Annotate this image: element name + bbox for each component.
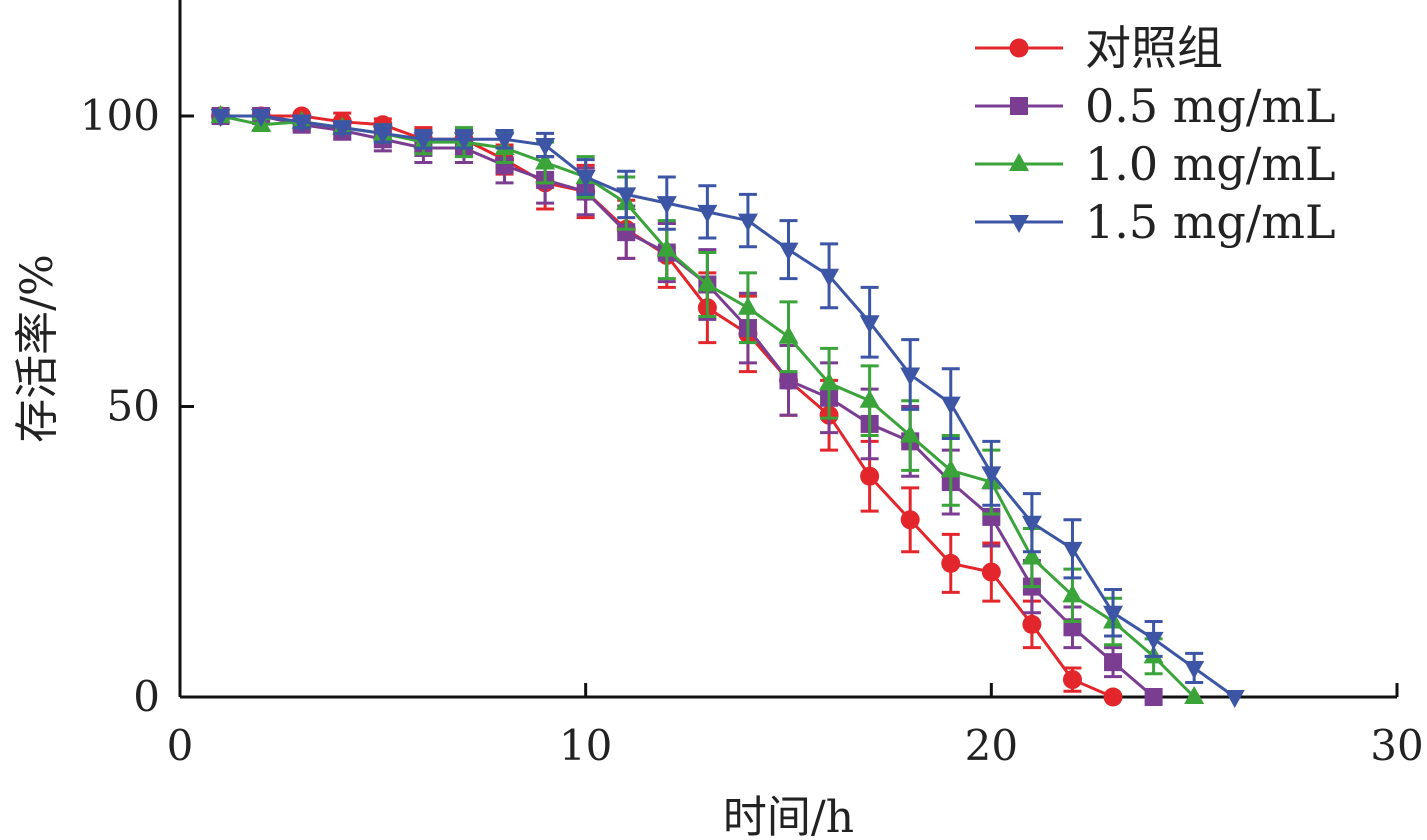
data-point — [1103, 687, 1123, 707]
data-point — [495, 156, 514, 175]
axes: 0 10 20 30 0 50 100 — [80, 0, 1424, 770]
data-point — [737, 296, 758, 315]
legend-item: 1.5 mg/mL — [975, 195, 1336, 249]
x-tick-label: 20 — [965, 721, 1018, 770]
data-point — [453, 132, 474, 151]
legend-label: 1.5 mg/mL — [1085, 195, 1336, 249]
data-point — [291, 114, 312, 133]
data-point — [860, 466, 880, 486]
data-point — [981, 466, 1002, 485]
series-line — [220, 114, 1155, 699]
y-tick-label: 50 — [107, 382, 160, 431]
data-point — [1062, 670, 1082, 690]
series-layer — [210, 105, 1245, 708]
data-point — [617, 223, 636, 242]
data-point — [372, 126, 393, 145]
data-point — [819, 268, 840, 287]
data-point — [494, 132, 515, 151]
data-point — [575, 170, 596, 189]
data-point — [1143, 631, 1164, 650]
data-point — [1144, 688, 1163, 706]
data-point — [981, 562, 1001, 582]
data-point — [1022, 614, 1042, 634]
data-point — [778, 242, 799, 261]
series-1 — [211, 107, 1163, 706]
legend-marker — [1009, 215, 1029, 233]
data-point — [535, 138, 556, 157]
data-point — [1062, 541, 1083, 560]
x-tick-label: 10 — [559, 721, 612, 770]
data-point — [778, 325, 799, 344]
data-point — [251, 109, 272, 127]
legend-item: 1.0 mg/mL — [975, 137, 1336, 191]
data-point — [940, 459, 961, 478]
y-axis-title: 存活率/% — [12, 254, 63, 443]
data-point — [1184, 660, 1205, 679]
data-point — [982, 507, 1001, 526]
y-tick-label: 0 — [133, 672, 160, 721]
data-point — [697, 204, 718, 223]
series-line — [220, 114, 1236, 699]
legend-label: 对照组 — [1085, 21, 1223, 75]
data-point — [737, 213, 758, 232]
data-point — [900, 510, 920, 530]
data-point — [859, 315, 880, 334]
data-point — [1103, 605, 1124, 624]
data-point — [332, 120, 353, 139]
data-point — [656, 196, 677, 215]
data-point — [941, 553, 961, 573]
legend-marker — [1009, 38, 1029, 58]
data-point — [697, 273, 718, 292]
data-point — [1184, 686, 1205, 704]
legend-marker — [1009, 153, 1029, 171]
data-point — [900, 424, 921, 443]
legend-label: 1.0 mg/mL — [1085, 137, 1336, 191]
data-point — [1224, 690, 1245, 708]
x-tick-label: 30 — [1370, 721, 1423, 770]
data-point — [819, 372, 840, 391]
legend-marker — [1010, 97, 1028, 115]
data-point — [656, 238, 677, 257]
y-tick-label: 100 — [80, 91, 160, 140]
x-axis-title: 时间/h — [723, 792, 854, 840]
data-point — [1021, 546, 1042, 565]
x-tick-label: 0 — [167, 721, 194, 770]
data-point — [940, 396, 961, 415]
data-point — [779, 371, 798, 390]
legend-item: 0.5 mg/mL — [975, 79, 1336, 133]
data-point — [1021, 515, 1042, 534]
data-point — [616, 187, 637, 206]
data-point — [1104, 653, 1123, 672]
data-point — [210, 109, 231, 127]
legend-label: 0.5 mg/mL — [1085, 79, 1336, 133]
data-point — [535, 151, 556, 170]
data-point — [1062, 584, 1083, 603]
data-point — [859, 389, 880, 408]
series-3 — [210, 109, 1245, 708]
data-point — [900, 367, 921, 386]
data-point — [413, 132, 434, 151]
legend-item: 对照组 — [975, 21, 1223, 75]
